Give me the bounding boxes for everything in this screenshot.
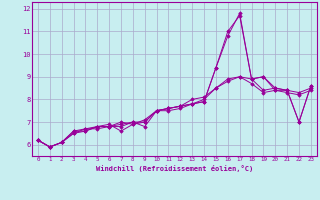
X-axis label: Windchill (Refroidissement éolien,°C): Windchill (Refroidissement éolien,°C): [96, 165, 253, 172]
